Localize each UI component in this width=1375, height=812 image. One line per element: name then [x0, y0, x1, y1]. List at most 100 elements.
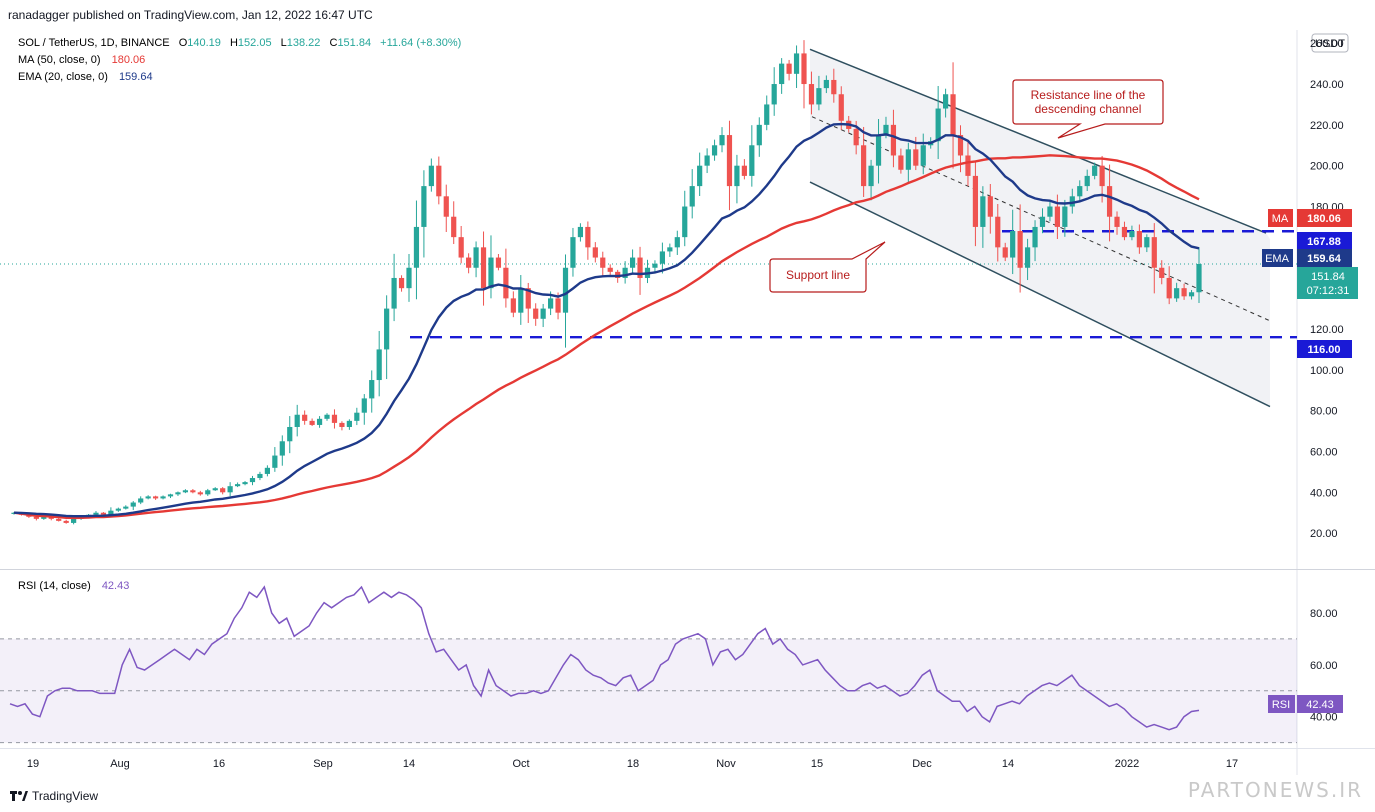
rsi-tick-label: 40.00 — [1310, 712, 1338, 724]
candle-body — [294, 414, 300, 427]
candle-body — [1181, 288, 1187, 297]
candle-body — [123, 506, 129, 509]
candle-body — [227, 486, 233, 493]
candle-body — [585, 226, 591, 248]
candle-body — [495, 257, 502, 268]
candle-body — [1166, 277, 1172, 299]
candle-body — [421, 186, 427, 227]
legend-ema-value: 159.64 — [119, 71, 153, 83]
candle-body — [592, 247, 598, 258]
candle-body — [1024, 247, 1031, 268]
channel-upper-line[interactable] — [809, 48, 1267, 234]
candle-body — [1047, 206, 1053, 217]
candle-body — [525, 288, 531, 309]
candle-body — [1069, 196, 1075, 207]
candle-body — [622, 267, 628, 278]
candle-body — [674, 237, 680, 248]
candle-body — [1084, 175, 1090, 187]
time-tick-label: Sep — [313, 758, 333, 770]
candle-body — [1106, 186, 1113, 217]
candle-body — [354, 412, 360, 421]
candle-body — [868, 165, 874, 187]
candle-body — [436, 165, 442, 197]
candle-body — [987, 196, 993, 217]
time-tick-label: Dec — [912, 758, 932, 770]
legend-ema: EMA (20, close, 0) 159.64 — [18, 71, 153, 83]
candle-body — [950, 94, 956, 136]
rsi-axis[interactable]: 40.00 60.00 80.00 — [1310, 608, 1338, 724]
candle-body — [242, 482, 248, 485]
candle-body — [257, 473, 263, 479]
candle-body — [443, 196, 449, 217]
candle-body — [600, 257, 606, 268]
resistance-label-line1: Resistance line of the — [1031, 88, 1146, 102]
candle-body — [145, 496, 151, 499]
candle-body — [771, 84, 777, 105]
time-tick-label: Oct — [512, 758, 529, 770]
candle-body — [428, 165, 434, 187]
candle-body — [1039, 216, 1046, 227]
rsi-band-lines — [0, 638, 1297, 744]
resistance-callout[interactable]: Resistance line of the descending channe… — [1012, 79, 1164, 139]
candle-body — [376, 349, 382, 381]
candle-body — [287, 426, 293, 442]
currency-button[interactable]: USDT — [1311, 33, 1349, 53]
candle-body — [63, 520, 69, 523]
watermark: PARTONEWS.IR — [1187, 778, 1363, 802]
candle-body — [898, 155, 904, 170]
candle-body — [197, 492, 203, 495]
tradingview-logo[interactable]: TradingView — [10, 786, 98, 806]
support-callout[interactable]: Support line — [769, 241, 886, 293]
candle-body — [786, 63, 792, 74]
candle-body — [220, 488, 226, 493]
price-tick-label: 60.00 — [1310, 446, 1338, 458]
descending-channel[interactable] — [809, 48, 1271, 408]
candle-body — [905, 149, 911, 170]
ema-20-line — [13, 122, 1200, 518]
candle-body — [324, 414, 330, 419]
candle-body — [1121, 226, 1128, 238]
legend-close: 151.84 — [337, 37, 371, 49]
candle-body — [466, 257, 472, 268]
candle-body — [518, 288, 524, 313]
candle-body — [167, 494, 174, 497]
price-pane[interactable] — [0, 40, 1297, 525]
time-axis[interactable]: 19 Aug 16 Sep 14 Oct 18 Nov 15 Dec 14 2022 17 — [27, 758, 1238, 770]
rsi-tick-label: 80.00 — [1310, 608, 1338, 620]
candlestick-series — [11, 40, 1202, 525]
candle-body — [816, 88, 822, 105]
candle-body — [756, 124, 762, 146]
candle-body — [33, 516, 39, 519]
legend-ohlc: SOL / TetherUS, 1D, BINANCE O140.19 H152… — [18, 37, 461, 49]
candle-body — [41, 516, 47, 519]
candle-body — [1054, 206, 1060, 227]
candle-body — [965, 155, 971, 176]
candle-body — [115, 508, 121, 511]
price-tick-label: 20.00 — [1310, 528, 1338, 540]
channel-lower-line[interactable] — [809, 181, 1271, 408]
candle-body — [413, 226, 420, 268]
candle-body — [972, 175, 979, 227]
resistance-label-line2: descending channel — [1035, 102, 1142, 116]
level-tag-high: 167.88 — [1297, 232, 1352, 250]
candle-body — [741, 165, 747, 176]
candle-body — [883, 124, 889, 136]
candle-body — [316, 418, 323, 425]
candle-body — [570, 237, 576, 268]
candle-body — [689, 186, 695, 207]
candle-body — [458, 237, 464, 258]
candle-body — [1099, 165, 1105, 187]
rsi-pane[interactable] — [0, 585, 1297, 744]
candle-body — [190, 490, 196, 493]
time-tick-label: Nov — [716, 758, 736, 770]
legend-open: 140.19 — [187, 37, 221, 49]
candle-body — [1032, 226, 1038, 248]
price-tick-label: 240.00 — [1310, 79, 1344, 91]
candle-body — [205, 490, 211, 495]
horizontal-levels[interactable] — [410, 230, 1297, 339]
last-price-value: 151.84 — [1311, 271, 1345, 283]
candle-body — [1114, 216, 1120, 227]
candle-body — [1188, 292, 1195, 297]
legend-symbol: SOL / TetherUS, 1D, BINANCE — [18, 37, 170, 49]
